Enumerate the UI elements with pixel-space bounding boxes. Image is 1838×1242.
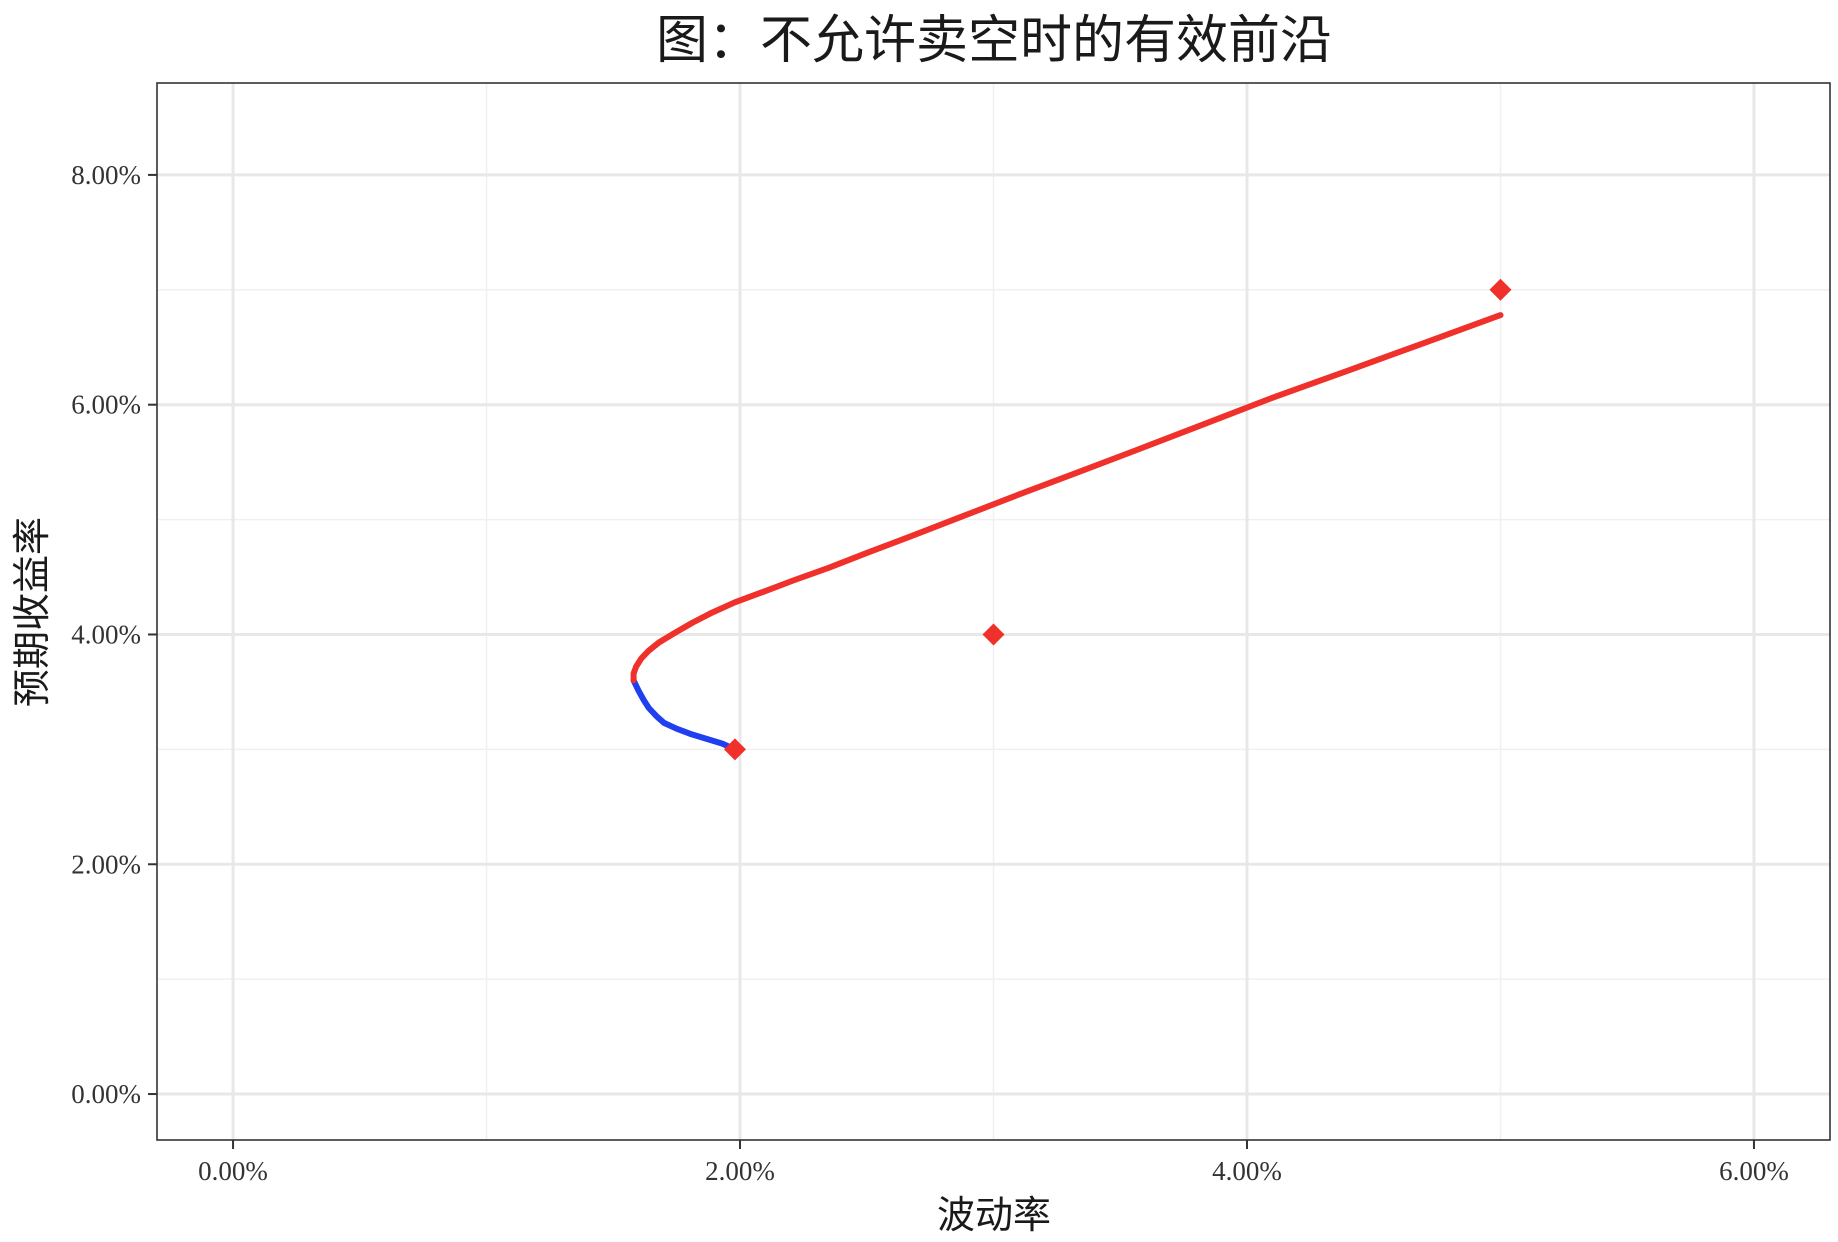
asset-point-diamond [1489, 278, 1512, 301]
minor-gridlines [157, 83, 1830, 1140]
y-axis: 0.00% 2.00% 4.00% 6.00% 8.00% [71, 160, 157, 1109]
y-axis-title: 预期收益率 [10, 517, 54, 707]
points-layer [723, 278, 1512, 761]
x-tick-label: 4.00% [1212, 1156, 1282, 1186]
frontier-line-segment-2 [630, 312, 1504, 684]
chart-title: 图：不允许卖空时的有效前沿 [656, 11, 1332, 71]
asset-point-diamond [982, 623, 1005, 646]
asset-point-diamond [723, 738, 746, 761]
y-tick-label: 0.00% [71, 1079, 141, 1109]
x-axis: 0.00% 2.00% 4.00% 6.00% [198, 1140, 1789, 1186]
x-tick-label: 2.00% [705, 1156, 775, 1186]
y-tick-label: 8.00% [71, 160, 141, 190]
y-tick-label: 2.00% [71, 849, 141, 879]
frontier-line-segment-1 [630, 677, 738, 753]
series-layer [630, 312, 1504, 753]
y-tick-label: 4.00% [71, 619, 141, 649]
x-tick-label: 0.00% [198, 1156, 268, 1186]
plot-panel-border [156, 82, 1831, 1141]
x-tick-label: 6.00% [1719, 1156, 1789, 1186]
y-tick-label: 6.00% [71, 390, 141, 420]
x-axis-title: 波动率 [937, 1193, 1051, 1237]
